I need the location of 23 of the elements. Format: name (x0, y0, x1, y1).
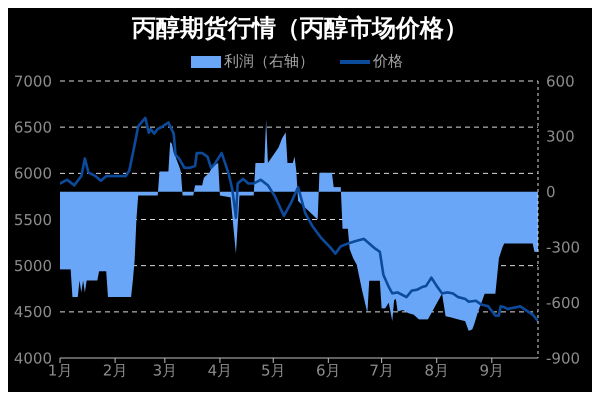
x-tick-label: 6月 (316, 362, 341, 380)
y-tick-label: 7000 (14, 72, 52, 90)
y2-tick-label: 0 (546, 183, 556, 202)
x-tick-label: 2月 (102, 362, 128, 380)
y2-tick-label: -300 (546, 238, 580, 257)
y-tick-label: 6500 (14, 118, 52, 136)
x-tick-label: 5月 (260, 362, 286, 380)
x-tick-label: 4月 (208, 362, 232, 380)
x-tick-label: 7月 (369, 362, 394, 380)
y2-tick-label: 300 (546, 128, 575, 146)
y-tick-label: 5500 (14, 210, 52, 229)
legend-label: 价格 (373, 52, 403, 71)
legend-label: 利润（右轴） (224, 52, 314, 71)
y2-tick-label: -900 (546, 349, 580, 368)
chart-title: 丙醇期货行情（丙醇市场价格） (131, 13, 469, 44)
y-tick-label: 5000 (14, 256, 52, 275)
x-tick-label: 9月 (480, 362, 504, 380)
y2-tick-label: -600 (546, 294, 580, 312)
x-tick-label: 3月 (152, 362, 178, 380)
x-tick-label: 8月 (424, 362, 449, 380)
y2-tick-label: 600 (546, 72, 575, 90)
y-tick-label: 6000 (14, 164, 52, 183)
y-tick-label: 4500 (14, 303, 52, 322)
